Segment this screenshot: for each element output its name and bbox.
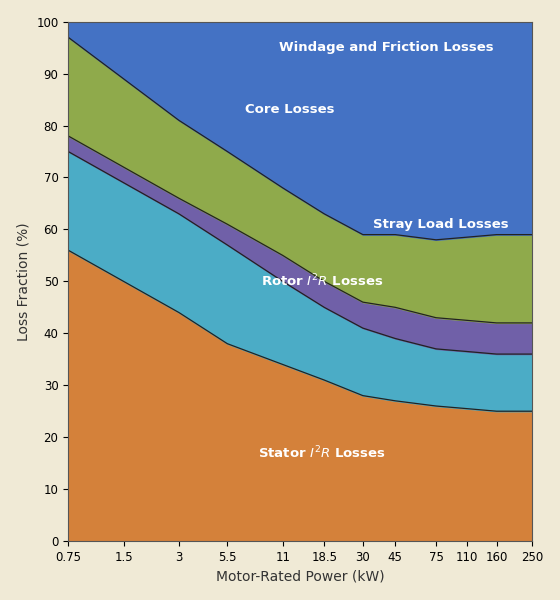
X-axis label: Motor-Rated Power (kW): Motor-Rated Power (kW)	[216, 569, 385, 583]
Text: Stator $I^2R$ Losses: Stator $I^2R$ Losses	[258, 445, 386, 461]
Text: Rotor $I^2R$ Losses: Rotor $I^2R$ Losses	[261, 273, 383, 290]
Text: Stray Load Losses: Stray Load Losses	[374, 218, 509, 231]
Y-axis label: Loss Fraction (%): Loss Fraction (%)	[17, 222, 31, 341]
Text: Core Losses: Core Losses	[245, 103, 334, 116]
Text: Windage and Friction Losses: Windage and Friction Losses	[278, 41, 493, 54]
